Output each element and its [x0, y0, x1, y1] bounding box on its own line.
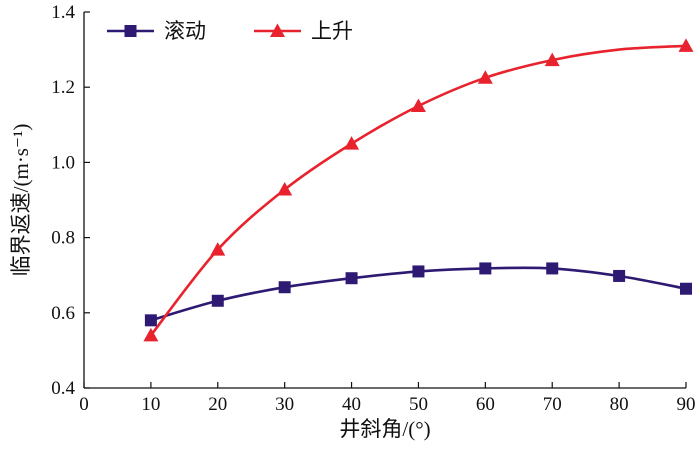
y-tick-label: 1.4	[51, 2, 75, 23]
data-point	[345, 272, 358, 285]
y-tick-label: 0.8	[51, 228, 75, 249]
data-point	[546, 262, 559, 275]
data-point	[143, 327, 159, 342]
x-tick-label: 80	[610, 394, 629, 415]
series-markers	[143, 38, 694, 342]
data-point	[479, 262, 492, 275]
x-tick-label: 60	[476, 394, 495, 415]
data-point	[678, 38, 694, 52]
data-point	[544, 52, 560, 67]
legend-marker	[124, 25, 137, 37]
x-tick-label: 40	[342, 394, 361, 415]
x-tick-label: 20	[208, 394, 227, 415]
x-tick-label: 90	[677, 394, 696, 415]
data-point	[613, 269, 626, 282]
x-tick-label: 0	[79, 394, 89, 415]
data-point	[211, 294, 224, 307]
x-axis-ticks: 0 10 20 30 40 50 60 70 80 90	[79, 382, 696, 415]
y-tick-label: 1.0	[51, 152, 75, 173]
data-point	[344, 136, 360, 150]
x-tick-label: 30	[275, 394, 294, 415]
data-point	[277, 181, 293, 196]
data-point	[144, 314, 157, 327]
data-point	[477, 70, 493, 84]
legend: 滚动 上升	[107, 19, 353, 43]
y-tick-label: 0.6	[51, 303, 75, 324]
data-point	[412, 265, 425, 278]
data-point	[680, 282, 692, 295]
y-axis-ticks: 0.4 0.6 0.8 1.0 1.2 1.4	[51, 2, 90, 399]
series-lines	[149, 44, 687, 337]
data-point	[210, 242, 226, 256]
x-tick-label: 50	[409, 394, 428, 415]
y-tick-label: 0.4	[51, 378, 75, 399]
legend-label: 滚动	[164, 19, 206, 43]
legend-label: 上升	[311, 19, 353, 43]
y-axis-title: 临界返速/(m·s⁻¹)	[9, 124, 33, 277]
data-point	[278, 281, 291, 294]
data-point	[410, 98, 426, 112]
legend-marker	[270, 23, 285, 37]
x-axis-title: 井斜角/(°)	[339, 417, 430, 441]
y-tick-label: 1.2	[51, 77, 75, 98]
x-tick-label: 10	[141, 394, 160, 415]
series-line-2	[149, 44, 687, 337]
x-tick-label: 70	[543, 394, 562, 415]
